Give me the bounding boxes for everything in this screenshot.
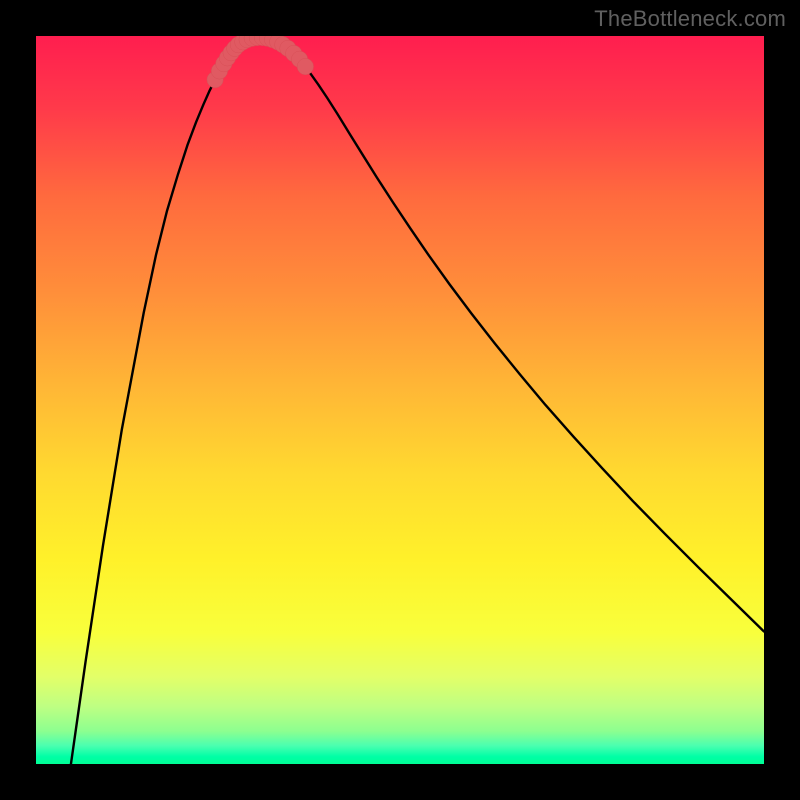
watermark: TheBottleneck.com: [594, 6, 786, 32]
chart-svg: [36, 36, 764, 764]
plot-area: [36, 36, 764, 764]
bottleneck-curve: [71, 37, 764, 764]
marker-dot: [297, 58, 313, 74]
trough-markers: [207, 36, 314, 88]
